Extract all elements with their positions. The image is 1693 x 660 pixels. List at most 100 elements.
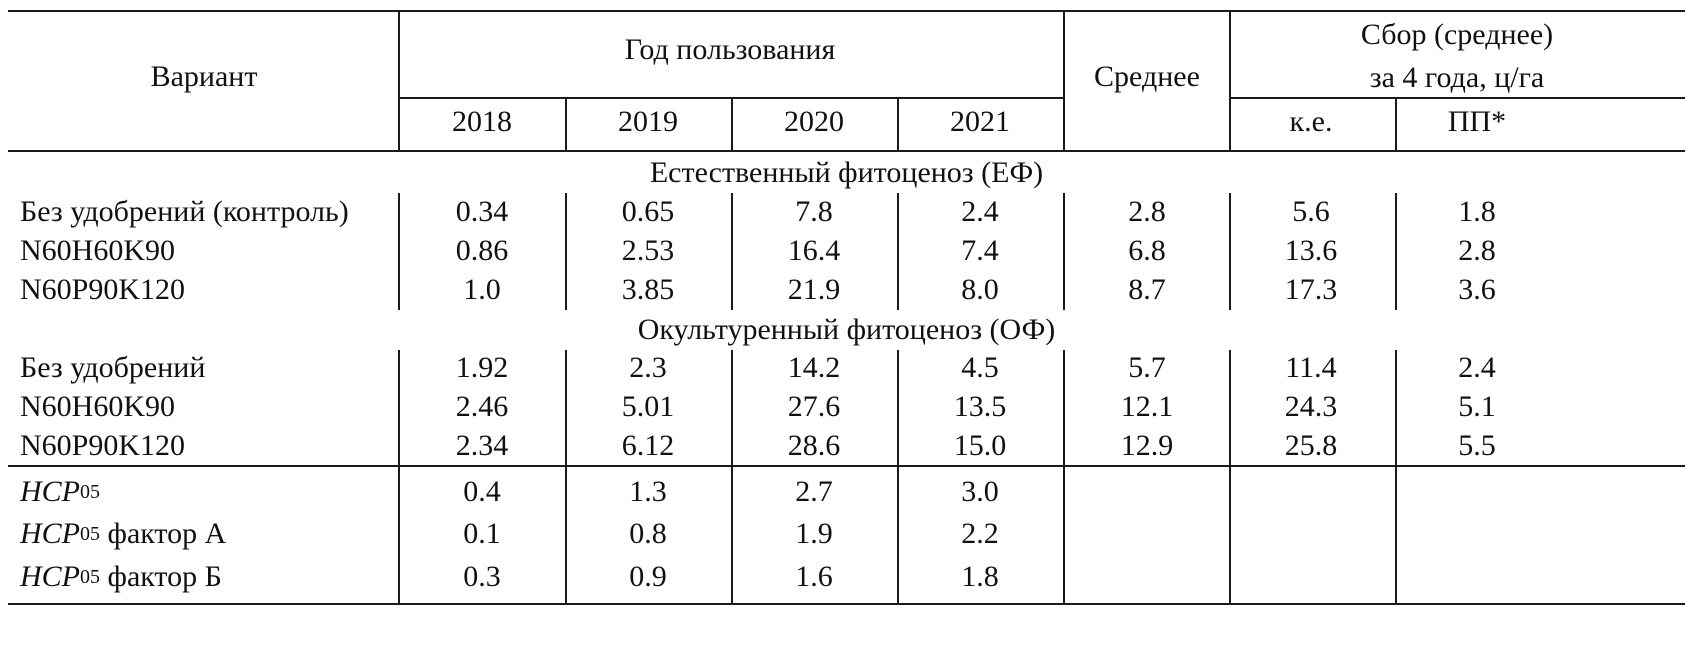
lsd-value-cell: 1.3	[629, 475, 667, 508]
lsd-separator-rule	[8, 465, 1685, 467]
value-cell: 1.8	[1458, 195, 1496, 228]
column-divider	[1395, 350, 1397, 465]
value-cell: 7.4	[961, 234, 999, 267]
value-cell: 25.8	[1284, 429, 1338, 462]
column-divider	[1395, 193, 1397, 310]
lsd-label: HCP 05 фактор Б	[20, 557, 395, 597]
value-cell: 8.0	[961, 273, 999, 306]
column-divider	[398, 465, 400, 603]
value-cell: 5.6	[1292, 195, 1330, 228]
lsd-value-cell: 1.9	[795, 517, 833, 550]
column-divider	[1063, 465, 1065, 603]
header-bottom-rule	[8, 150, 1685, 152]
column-divider	[1229, 193, 1231, 310]
lsd-value-cell: 0.8	[629, 517, 667, 550]
lsd-value-cell: 1.6	[795, 560, 833, 593]
value-cell: 1.92	[455, 351, 509, 384]
column-divider	[1395, 465, 1397, 603]
value-cell: 11.4	[1285, 351, 1337, 384]
yield-subheader-rule	[1229, 97, 1685, 99]
header-divider	[1063, 10, 1065, 150]
lsd-abbr: HCP	[20, 560, 80, 593]
variant-cell: Без удобрений	[20, 351, 206, 384]
yield-header: Сбор (среднее) за 4 года, ц/га	[1232, 16, 1682, 96]
variant-cell: N60H60K90	[20, 234, 175, 267]
value-cell: 2.53	[621, 234, 675, 267]
value-cell: 3.85	[621, 273, 675, 306]
variant-cell: Без удобрений (контроль)	[20, 195, 349, 228]
value-cell: 2.46	[455, 390, 509, 423]
value-cell: 5.7	[1128, 351, 1166, 384]
variant-cell: N60P90K120	[20, 429, 186, 462]
lsd-value-cell: 0.1	[463, 517, 501, 550]
value-cell: 0.86	[455, 234, 509, 267]
year-header-2018: 2018	[452, 105, 512, 138]
value-cell: 6.8	[1128, 234, 1166, 267]
value-cell: 15.0	[953, 429, 1007, 462]
lsd-abbr: HCP	[20, 517, 80, 550]
yield-header-line1: Сбор (среднее)	[1360, 17, 1554, 51]
column-divider	[565, 350, 567, 465]
lsd-factor: фактор Б	[100, 560, 222, 593]
lsd-subscript: 05	[80, 523, 100, 545]
section-title: Естественный фитоценоз (ЕФ)	[649, 156, 1044, 189]
column-divider	[1229, 350, 1231, 465]
column-divider	[731, 350, 733, 465]
value-cell: 5.01	[621, 390, 675, 423]
lsd-subscript: 05	[80, 481, 100, 503]
value-cell: 3.6	[1458, 273, 1496, 306]
year-header-2019: 2019	[618, 105, 678, 138]
value-cell: 7.8	[795, 195, 833, 228]
year-header-2021: 2021	[950, 105, 1010, 138]
value-cell: 6.12	[621, 429, 675, 462]
lsd-factor: фактор А	[100, 517, 227, 550]
mean-header: Среднее	[1094, 60, 1200, 93]
variant-cell: N60P90K120	[20, 273, 186, 306]
value-cell: 5.1	[1458, 390, 1496, 423]
lsd-value-cell: 0.9	[629, 560, 667, 593]
column-divider	[565, 193, 567, 310]
value-cell: 12.1	[1120, 390, 1174, 423]
value-cell: 4.5	[961, 351, 999, 384]
column-divider	[897, 465, 899, 603]
lsd-value-cell: 3.0	[961, 475, 999, 508]
lsd-abbr: HCP	[20, 475, 80, 508]
top-rule	[8, 10, 1685, 12]
value-cell: 28.6	[787, 429, 841, 462]
lsd-value-cell: 1.8	[961, 560, 999, 593]
column-divider	[731, 465, 733, 603]
header-divider	[1395, 97, 1397, 150]
header-divider	[731, 97, 733, 150]
value-cell: 13.5	[953, 390, 1007, 423]
header-divider	[897, 97, 899, 150]
lsd-label: HCP 05	[20, 472, 395, 512]
column-divider	[398, 193, 400, 310]
value-cell: 2.4	[1458, 351, 1496, 384]
column-divider	[731, 193, 733, 310]
year-header-2020: 2020	[784, 105, 844, 138]
lsd-subscript: 05	[80, 566, 100, 588]
column-divider	[897, 193, 899, 310]
value-cell: 1.0	[463, 273, 501, 306]
ke-header: к.е.	[1289, 105, 1333, 138]
value-cell: 13.6	[1284, 234, 1338, 267]
lsd-label: HCP 05 фактор А	[20, 514, 395, 554]
value-cell: 12.9	[1120, 429, 1174, 462]
value-cell: 27.6	[787, 390, 841, 423]
year-group-header: Год пользования	[624, 33, 836, 66]
value-cell: 0.65	[621, 195, 675, 228]
bottom-rule	[8, 603, 1685, 605]
value-cell: 17.3	[1284, 273, 1338, 306]
value-cell: 2.8	[1128, 195, 1166, 228]
lsd-value-cell: 2.2	[961, 517, 999, 550]
value-cell: 2.4	[961, 195, 999, 228]
column-divider	[897, 350, 899, 465]
value-cell: 8.7	[1128, 273, 1166, 306]
column-divider	[1063, 193, 1065, 310]
value-cell: 2.8	[1458, 234, 1496, 267]
lsd-value-cell: 0.4	[463, 475, 501, 508]
value-cell: 2.34	[455, 429, 509, 462]
year-subheader-rule	[398, 97, 1063, 99]
header-divider	[398, 10, 400, 150]
column-divider	[1229, 465, 1231, 603]
